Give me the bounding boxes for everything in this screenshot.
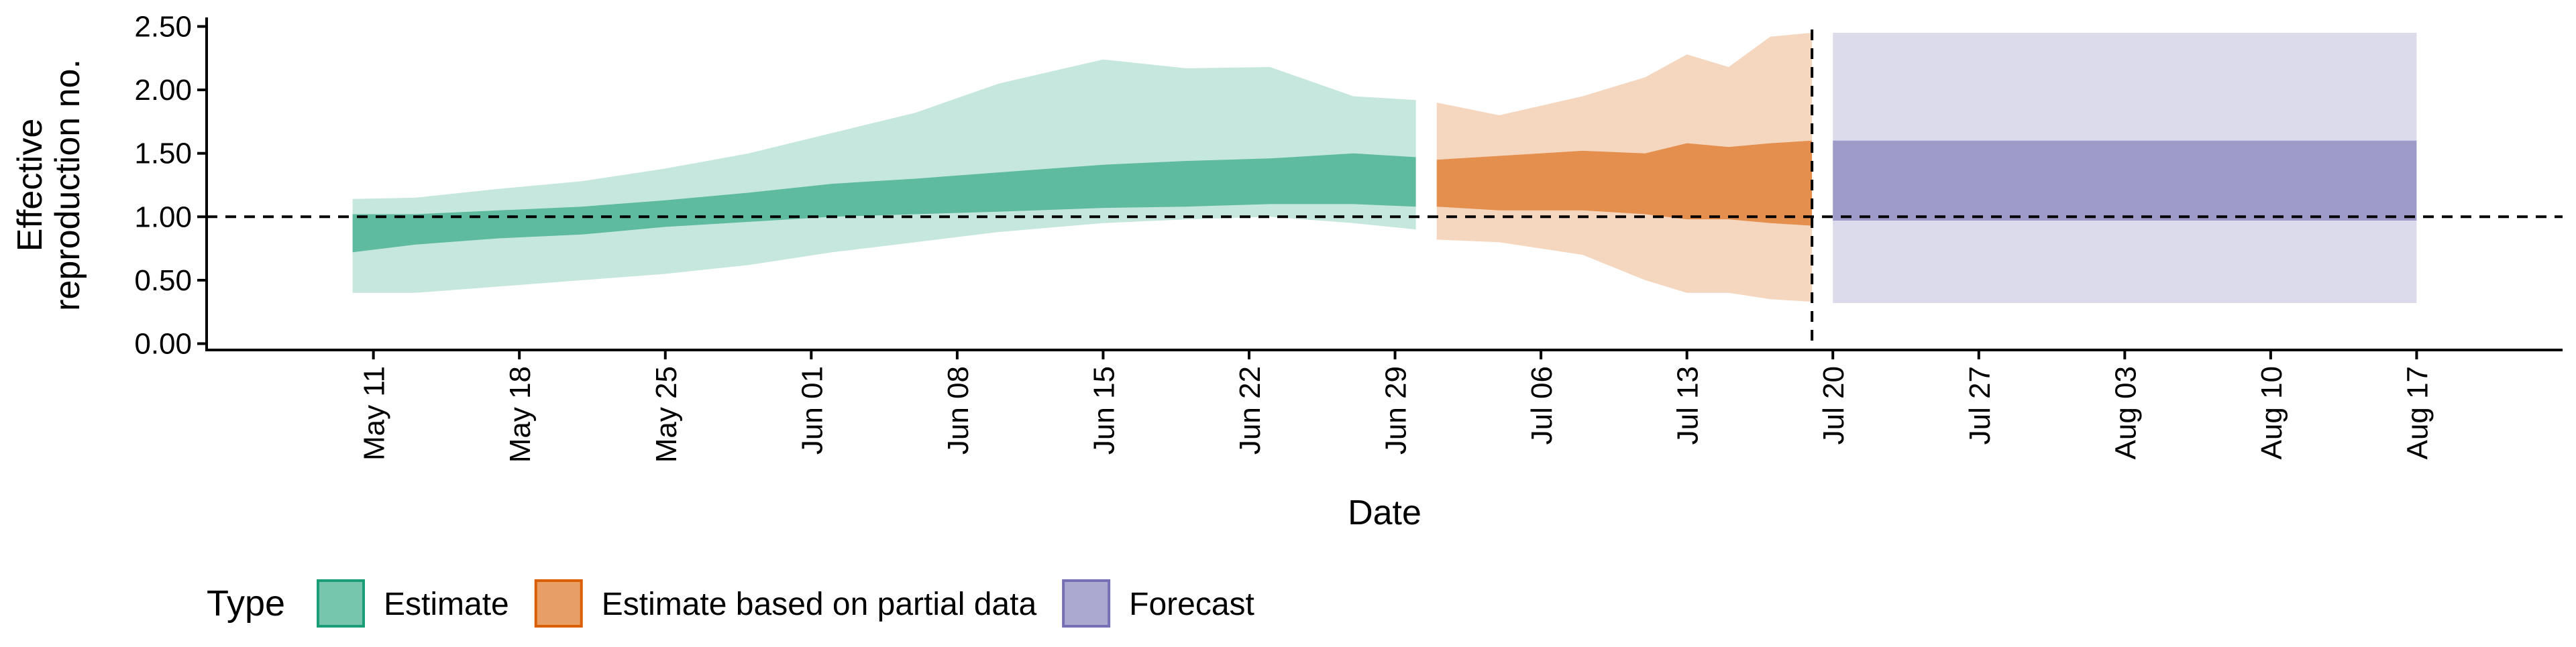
y-axis-title-line-1: reproduction no. [48,59,87,311]
y-tick-label-4: 2.00 [134,74,192,107]
legend-label-1: Estimate based on partial data [602,587,1037,622]
x-tick-label-9: Jul 13 [1672,366,1705,445]
x-tick-label-10: Jul 20 [1817,366,1850,445]
x-tick-label-0: May 11 [358,366,391,461]
x-tick-label-5: Jun 15 [1087,366,1120,455]
x-tick-label-4: Jun 08 [942,366,975,455]
y-tick-label-1: 0.50 [134,264,192,297]
legend-title: Type [207,583,285,624]
legend: Type Estimate Estimate based on partial da… [207,579,1254,628]
legend-label-0: Estimate [384,587,509,622]
y-axis-title-line-0: Effective [11,119,50,251]
x-tick-label-8: Jul 06 [1525,366,1558,445]
y-axis-title: Effectivereproduction no. [11,59,87,311]
x-tick-label-2: May 25 [650,366,683,463]
x-tick-label-3: Jun 01 [796,366,828,455]
reference-lines [207,30,2563,350]
legend-swatch-2 [1062,579,1111,628]
band50-series-2 [1833,140,2417,221]
x-tick-label-13: Aug 10 [2255,366,2288,459]
x-tick-label-6: Jun 22 [1234,366,1267,455]
axes-layer: 0.00 0.50 1.00 1.50 2.00 2.50 May 11 May 18 May … [11,10,2563,532]
y-tick-label-2: 1.00 [134,200,192,233]
band50-series-0 [352,153,1416,253]
x-axis-title: Date [1348,493,1421,532]
x-tick-label-7: Jun 29 [1380,366,1413,455]
legend-label-2: Forecast [1129,587,1254,622]
band50-series-1 [1436,140,1813,226]
x-tick-label-14: Aug 17 [2401,366,2434,459]
x-tick-label-11: Jul 27 [1964,366,1996,445]
x-tick-label-12: Aug 03 [2109,366,2142,459]
y-tick-label-5: 2.50 [134,10,192,43]
legend-swatch-0 [317,579,365,628]
y-tick-label-3: 1.50 [134,137,192,170]
legend-swatch-1 [534,579,583,628]
y-tick-label-0: 0.00 [134,328,192,361]
x-tick-label-1: May 18 [504,366,537,463]
band90-series-0 [352,59,1416,293]
band-layer [352,32,2417,304]
